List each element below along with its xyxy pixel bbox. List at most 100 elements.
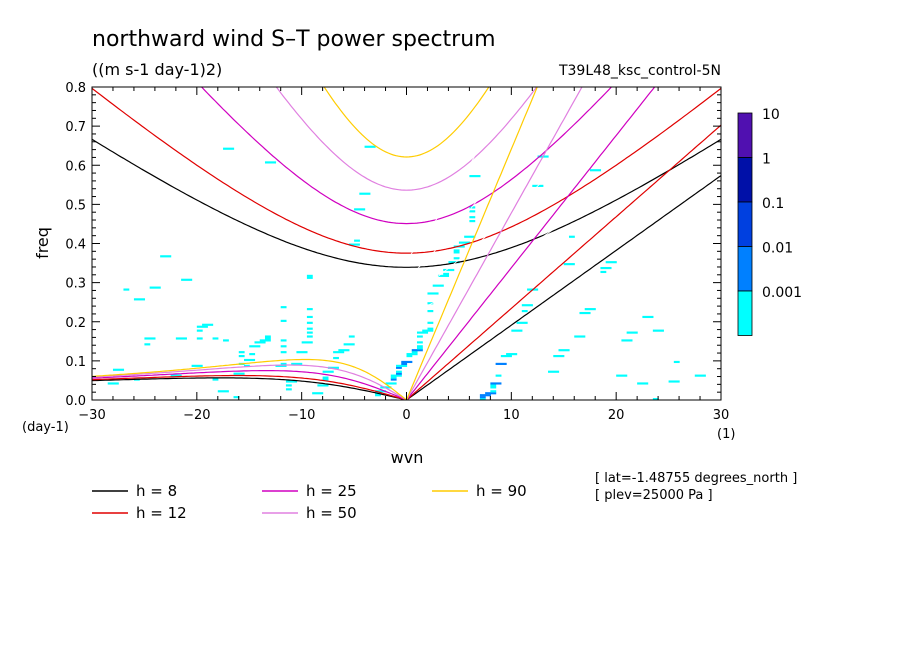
y-tick-label: 0.8 [65,81,86,96]
heatmap-cell [584,308,596,311]
heatmap-cell [385,382,397,385]
heatmap-cell [600,270,607,274]
heatmap-cell [196,325,208,328]
heatmap-cell [175,337,187,340]
heatmap-cell [390,376,397,379]
heatmap-cell [443,268,455,272]
colorbar-label: 1 [762,152,771,168]
heatmap-cell [275,364,287,367]
x-tick-label: 20 [608,408,625,423]
heatmap-cell [694,374,706,377]
x-axis: −30 −20 −10 0 10 20 30 [78,87,729,423]
heatmap-cell [144,343,151,346]
heatmap-cell [280,339,287,342]
heatmap-cell [652,329,664,332]
y-tick-label: 0.0 [65,394,86,409]
chart-units: ((m s-1 day-1)2) [92,60,222,79]
heatmap-cell [427,310,434,313]
heatmap-cell [233,372,245,375]
x-tick-label: −20 [183,408,210,423]
heatmap-cell [600,266,612,270]
heatmap-cell [291,362,303,365]
heatmap-cell [416,345,423,348]
heatmap-cell [490,384,497,387]
colorbar-swatch [737,112,753,158]
heatmap-cell [280,362,287,365]
colorbar-label: 0.001 [762,285,802,301]
x-tick-label: 10 [503,408,520,423]
wig-curve-h90 [323,87,490,158]
heatmap-cell [548,370,560,373]
heatmap-cell [191,364,203,367]
heatmap-cell [453,251,460,254]
x-tick-label: −30 [78,408,105,423]
heatmap-cell [490,382,502,385]
heatmap-cell [558,349,570,352]
heatmap-cell [432,284,444,287]
heatmap-cell [280,345,287,348]
y-tick-label: 0.6 [65,159,86,174]
heatmap-cell [322,370,334,373]
heatmap-cell [621,339,633,342]
spectrum-heatmap [107,145,706,400]
kelvin-curve-h90 [405,87,538,400]
heatmap-cell [280,351,287,354]
heatmap-cell [516,321,528,324]
heatmap-cell [521,304,533,307]
heatmap-cell [348,335,355,338]
heatmap-cell [401,360,413,364]
heatmap-cell [589,169,602,172]
legend-label: h = 50 [306,504,357,522]
heatmap-cell [280,319,287,322]
heatmap-cell [306,308,313,311]
y-axis: 0.0 0.1 0.2 0.3 0.4 0.5 0.6 0.7 0.8 [65,81,721,409]
heatmap-cell [390,374,402,377]
heatmap-cell [553,355,565,358]
heatmap-cell [354,208,366,211]
heatmap-cell [427,292,439,295]
mrg-curve-h90 [406,87,512,260]
heatmap-cell [306,315,313,319]
kelvin-curve-h25 [406,87,656,400]
wig-curve-h12 [92,87,721,254]
heatmap-cell [223,339,229,342]
heatmap-cell [249,345,261,348]
x-tick-label: 30 [713,408,730,423]
kelvin-curve-h50 [405,87,583,400]
heatmap-cell [579,311,591,315]
heatmap-cell [264,161,277,164]
heatmap-cell [212,378,219,381]
dispersion-curves [92,87,721,400]
heatmap-cell [238,351,245,354]
heatmap-cell [259,339,271,342]
heatmap-cell [427,302,434,305]
heatmap-cell [280,306,287,309]
heatmap-cell [285,384,292,387]
heatmap-cell [495,362,507,365]
heatmap-cell [568,235,575,238]
chart-title: northward wind S–T power spectrum [92,27,496,52]
case-label: T39L48_ksc_control-5N [558,63,721,79]
y-tick-label: 0.1 [65,355,86,370]
heatmap-cell [333,351,345,354]
legend: h = 8 h = 12 h = 25 h = 50 h = 90 [92,482,527,522]
y-tick-label: 0.2 [65,316,86,331]
heatmap-cell [144,337,156,340]
colorbar: 10 1 0.1 0.01 0.001 [737,107,802,336]
heatmap-cell [160,255,172,258]
heatmap-cell [563,263,575,266]
wig-curve-h50 [275,87,538,191]
heatmap-cell [443,272,450,275]
heatmap-cell [223,147,235,150]
heatmap-cell [506,353,518,356]
y-tick-label: 0.4 [65,238,86,253]
heatmap-cell [338,349,350,352]
annotation-pressure: [ plev=25000 Pa ] [595,488,713,503]
heatmap-cell [406,353,418,356]
wig-curve-h25 [200,87,613,225]
legend-label: h = 8 [136,482,177,500]
colorbar-swatch [737,246,753,292]
rossby-curve-h25 [92,370,407,400]
x-axis-title: wvn [391,448,424,467]
